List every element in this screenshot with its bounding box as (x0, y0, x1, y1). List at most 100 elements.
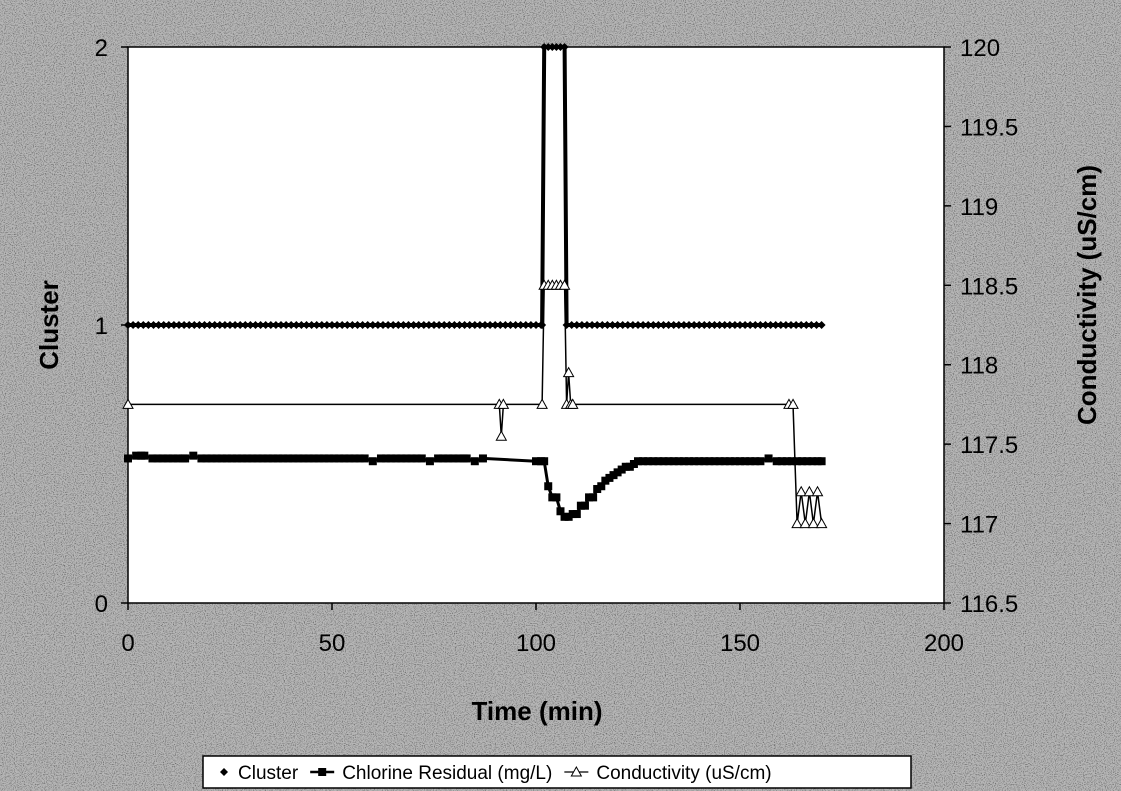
data-point (802, 321, 811, 329)
data-point (358, 321, 367, 329)
legend-box (202, 755, 912, 789)
data-point (799, 517, 812, 529)
data-point (340, 454, 349, 463)
data-point (309, 454, 318, 463)
data-point (705, 457, 714, 466)
data-point (353, 321, 362, 329)
data-point (577, 321, 586, 329)
data-point (149, 321, 158, 329)
tick-layer: 0 50 100 150 200 0 1 2 116.5 117 117.5 118 118.5 119 1… (95, 35, 1019, 657)
data-point (335, 454, 344, 463)
legend-item: Cluster (220, 763, 299, 784)
data-point (496, 321, 505, 329)
data-point (368, 321, 377, 329)
data-point (720, 457, 729, 466)
data-point (200, 321, 209, 329)
data-point (817, 457, 826, 466)
data-point (812, 321, 821, 329)
data-point (797, 321, 806, 329)
data-point (292, 321, 301, 329)
legend-item: Chlorine Residual (mg/L) (310, 763, 552, 784)
data-point (348, 321, 357, 329)
data-point (568, 510, 577, 519)
data-point (373, 321, 382, 329)
data-point (153, 454, 162, 463)
data-point (741, 321, 750, 329)
data-point (791, 517, 803, 529)
data-point (552, 493, 561, 502)
data-point (256, 321, 265, 329)
legend-label: Cluster (238, 763, 299, 784)
x-tick-label: 0 (121, 630, 134, 657)
data-point (766, 321, 775, 329)
data-point (795, 485, 808, 497)
data-point (544, 482, 553, 491)
data-point (253, 454, 262, 463)
data-point (746, 321, 755, 329)
data-point (725, 321, 734, 329)
data-point (419, 321, 428, 329)
data-point (695, 457, 704, 466)
data-point (470, 457, 479, 466)
data-point (628, 321, 637, 329)
data-point (210, 321, 219, 329)
data-point (417, 454, 426, 463)
data-point (478, 454, 487, 463)
data-point (756, 321, 765, 329)
y-left-axis-title: Cluster (34, 280, 64, 370)
data-point (664, 321, 673, 329)
data-point (287, 321, 296, 329)
data-point (159, 321, 168, 329)
data-point (220, 321, 229, 329)
data-point (317, 321, 326, 329)
data-point (781, 321, 790, 329)
data-point (282, 321, 291, 329)
data-point (601, 476, 610, 485)
data-point (705, 321, 714, 329)
data-point (228, 454, 237, 463)
data-point (414, 321, 423, 329)
data-point (140, 451, 149, 460)
x-tick-label: 100 (516, 630, 556, 657)
data-point (593, 321, 602, 329)
data-point (511, 321, 520, 329)
data-point (154, 321, 163, 329)
data-point (222, 454, 231, 463)
data-point (793, 457, 802, 466)
data-point (173, 454, 182, 463)
data-point (572, 510, 581, 519)
data-point (552, 43, 561, 51)
data-point (379, 321, 387, 329)
data-point (175, 321, 183, 329)
data-point (580, 501, 589, 510)
data-point (197, 454, 206, 463)
data-point (761, 321, 770, 329)
y-right-tick-label: 119.5 (960, 114, 1018, 141)
data-point (634, 321, 642, 329)
data-point (195, 321, 204, 329)
data-point (279, 454, 288, 463)
legend-label: Conductivity (uS/cm) (596, 763, 771, 784)
data-point (623, 321, 632, 329)
data-point (462, 454, 471, 463)
data-point (132, 451, 141, 460)
data-point (634, 457, 642, 466)
data-point (613, 321, 622, 329)
y-right-tick-label: 120 (960, 35, 1000, 62)
y-left-tick-label: 1 (95, 313, 108, 340)
data-point (338, 321, 347, 329)
data-point (803, 485, 816, 497)
data-point (639, 321, 648, 329)
data-point (664, 457, 673, 466)
data-point (402, 454, 411, 463)
data-point (304, 454, 313, 463)
data-point (263, 454, 272, 463)
data-point (669, 457, 678, 466)
data-point (205, 321, 214, 329)
data-point (593, 485, 602, 494)
data-point (715, 457, 724, 466)
data-point (603, 321, 612, 329)
x-tick-label: 50 (319, 630, 346, 657)
data-point (659, 457, 668, 466)
